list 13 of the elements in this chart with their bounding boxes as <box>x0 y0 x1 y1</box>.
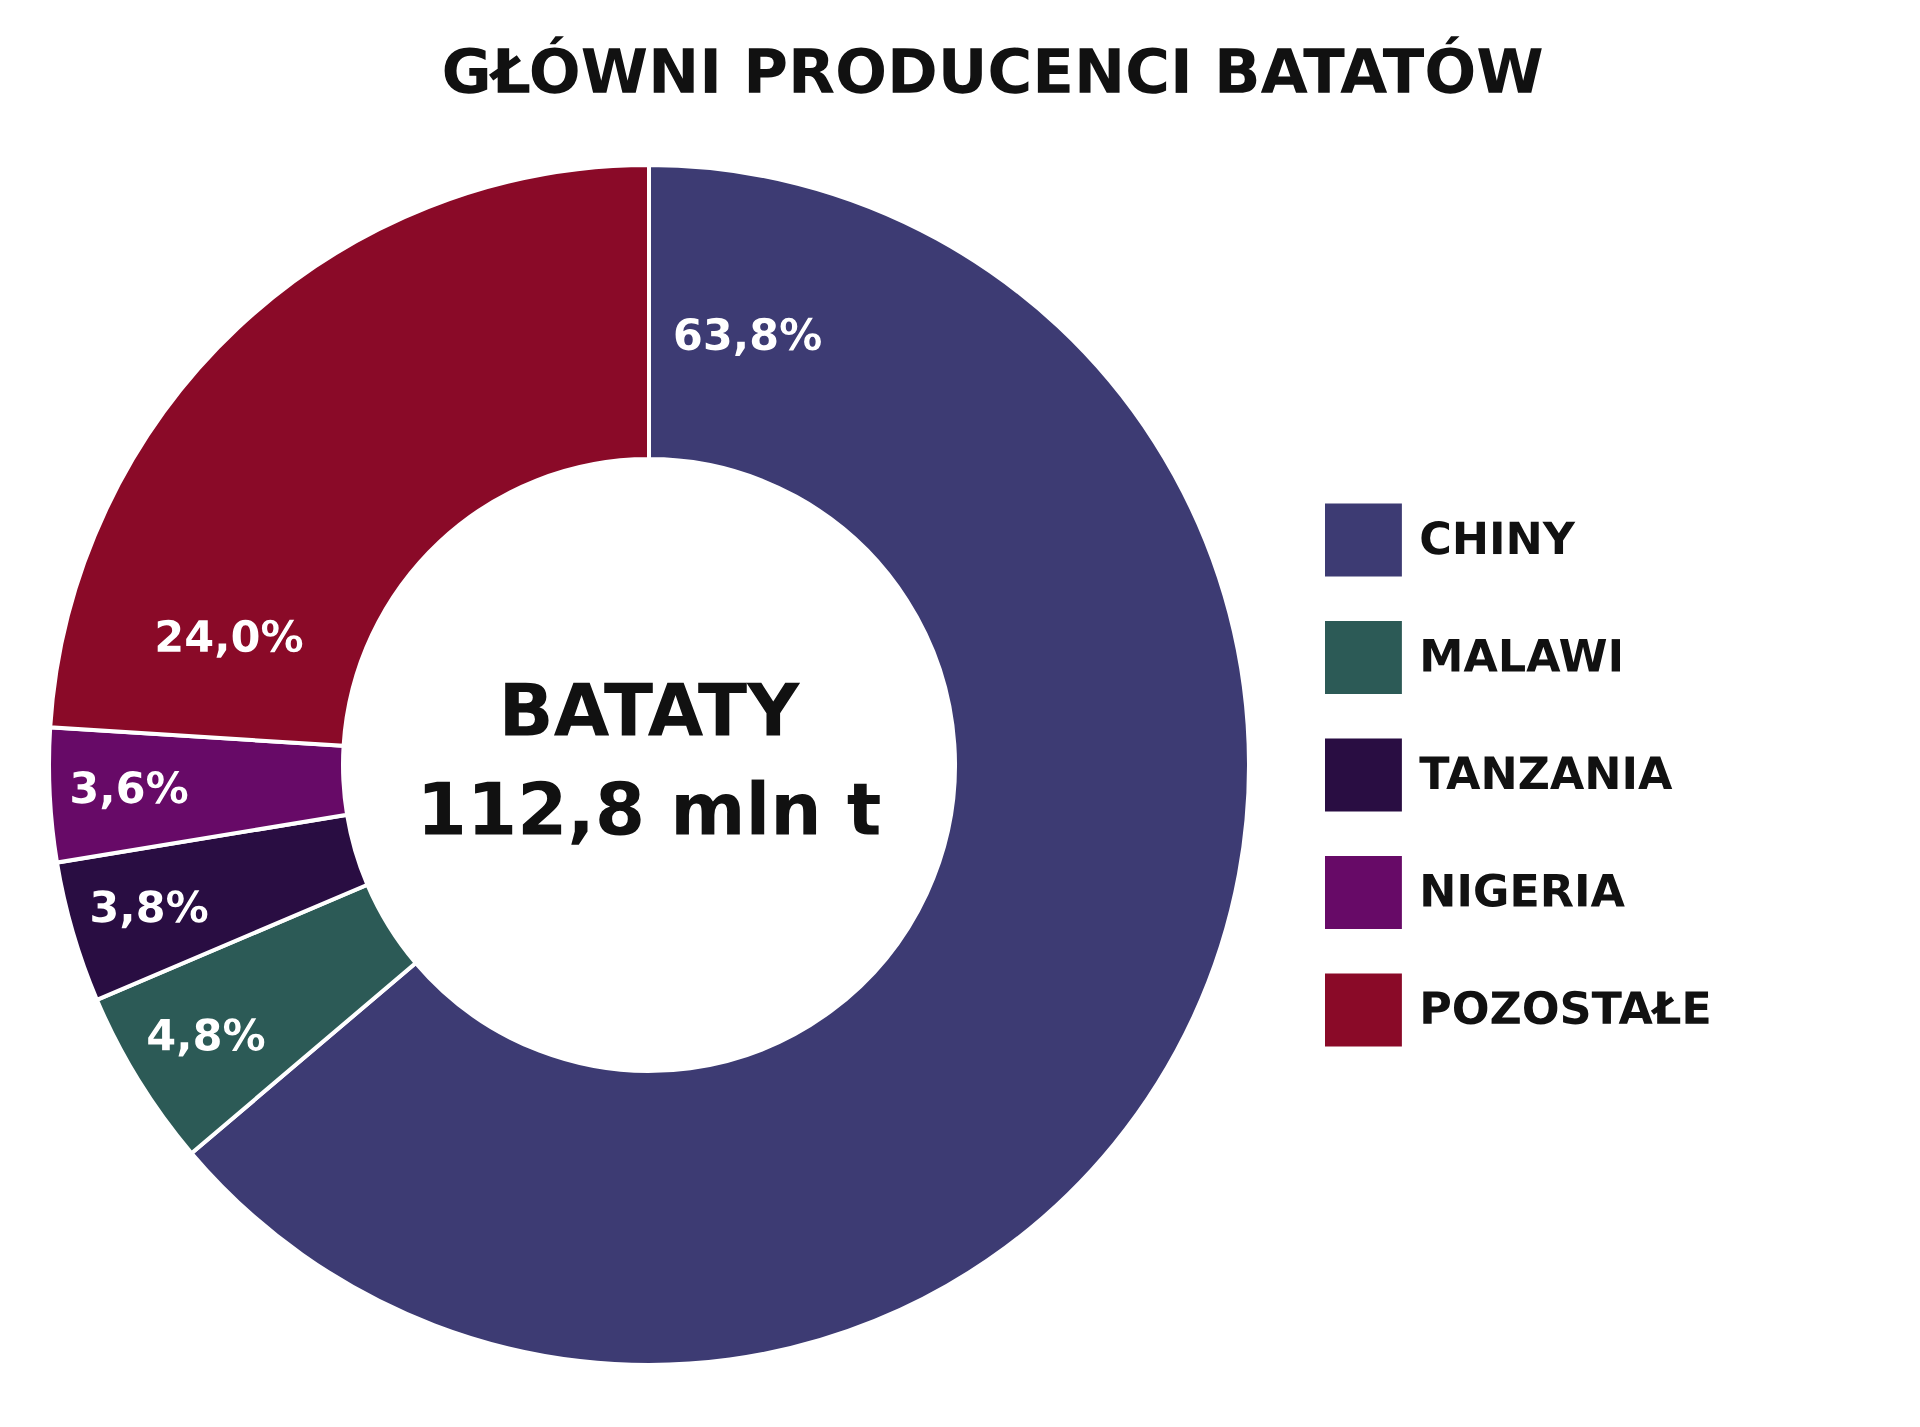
data-label: 24,0% <box>157 619 303 658</box>
data-label: 3,8% <box>92 890 208 929</box>
legend-label: MALAWI <box>1423 639 1621 672</box>
legend-label: POZOSTAŁE <box>1423 990 1709 1025</box>
text: BATATY <box>505 682 801 736</box>
data-label: 3,6% <box>72 771 188 810</box>
legend-label: TANZANIA <box>1419 756 1673 789</box>
text: 112,8 mln t <box>424 779 880 845</box>
data-label: 63,8% <box>675 317 821 356</box>
data-label: 4,8% <box>148 1018 265 1057</box>
chart-title: GŁÓWNI PRODUCENCI BATATÓW <box>444 36 1542 94</box>
legend-label: CHINY <box>1421 521 1576 555</box>
legend-label: NIGERIA <box>1423 873 1625 908</box>
